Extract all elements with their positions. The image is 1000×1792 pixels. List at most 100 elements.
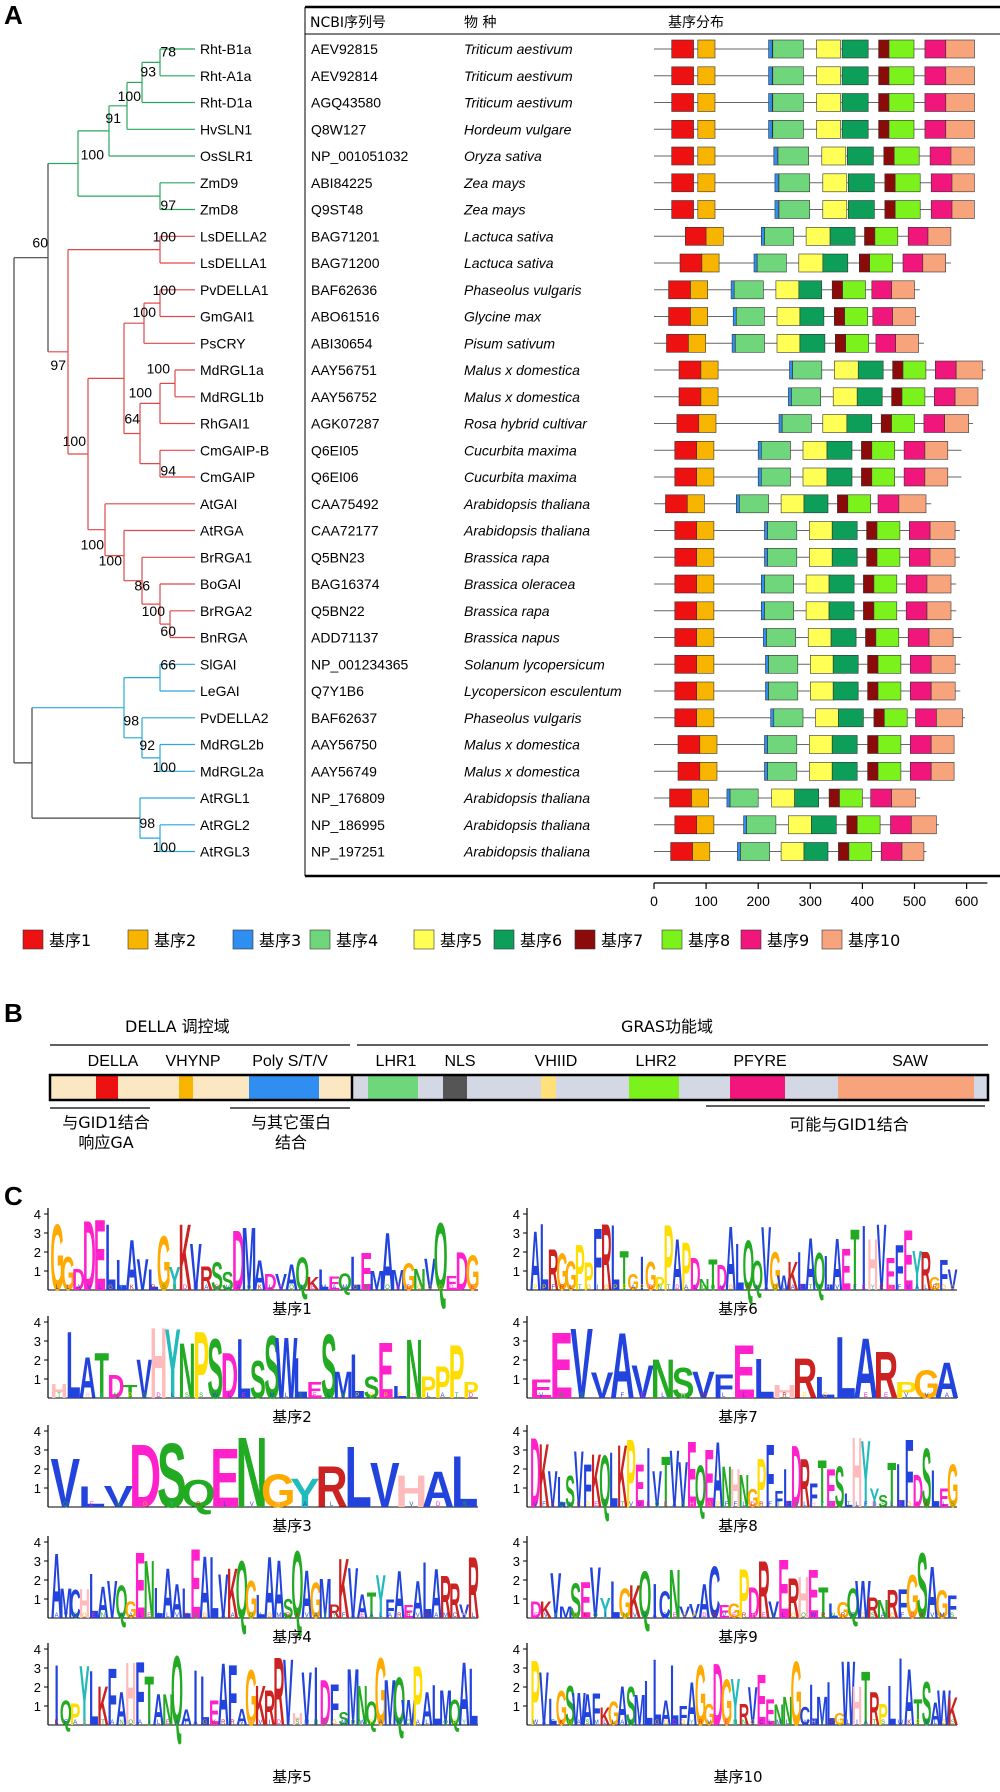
logo-letter: R: [921, 1242, 932, 1302]
logo-letter-minor: L: [269, 1285, 273, 1291]
logo-letter: V: [107, 1570, 117, 1630]
legend-label: 基序1: [49, 931, 91, 950]
motif-block-8: [876, 521, 901, 540]
logo-y-tick-label: 1: [513, 1592, 520, 1607]
logo-letter: K: [539, 1425, 549, 1527]
motif-block-10: [944, 414, 970, 433]
logo-letter: P: [626, 1419, 636, 1528]
logo-letter: V: [51, 1445, 81, 1522]
logo-letter-minor: V: [722, 1613, 726, 1619]
row-accession: NP_001051032: [311, 148, 409, 164]
legend-label: 基序8: [688, 931, 730, 950]
logo-letter: Q: [171, 1636, 183, 1748]
logo-letter-minor: I: [856, 1720, 858, 1726]
domain-vhynp: [179, 1075, 193, 1100]
domain-vhiid: [541, 1075, 556, 1100]
row-accession: ABI84225: [311, 175, 373, 191]
row-species: Brassica napus: [464, 630, 560, 646]
logo-letter: Y: [870, 1483, 880, 1513]
logo-letter: T: [661, 1442, 670, 1522]
logo-letter-minor: P: [369, 1720, 373, 1726]
logo-letter-minor: A: [314, 1613, 318, 1619]
motif-block-6: [799, 307, 825, 326]
bootstrap-value: 100: [63, 433, 87, 449]
domain-poly-stv: [249, 1075, 319, 1100]
motif-block-6: [803, 842, 829, 861]
row-protein-name: AtRGL1: [200, 790, 250, 806]
logo-letter-minor: F: [64, 1720, 68, 1726]
logo-y-tick-label: 2: [513, 1353, 520, 1368]
row-species: Phaseolus vulgaris: [464, 710, 582, 726]
logo-letter-minor: R: [698, 1720, 703, 1726]
motif-block-2: [690, 307, 709, 326]
logo-letter: L: [844, 1489, 853, 1512]
logo-letter-minor: V: [140, 1285, 144, 1291]
motif-block-4: [778, 173, 811, 193]
row-species: Lactuca sativa: [464, 228, 554, 244]
motif-block-8: [845, 333, 869, 353]
logo-letter-minor: N: [119, 1720, 123, 1726]
motif-block-1: [668, 307, 691, 326]
logo-letter: L: [236, 1323, 250, 1417]
logo-letter-minor: L: [425, 1720, 429, 1726]
domain-pfyre: [730, 1075, 785, 1100]
logo-letter-minor: G: [707, 1502, 712, 1508]
logo-letter-minor: A: [303, 1502, 307, 1508]
logo-letter: A: [582, 1685, 592, 1735]
motif-block-9: [908, 521, 931, 540]
logo-letter: D: [530, 1597, 542, 1624]
logo-letter-minor: A: [620, 1720, 624, 1726]
motif-block-10: [930, 735, 955, 754]
logo-y-tick-label: 2: [34, 1680, 41, 1695]
logo-letter-minor: V: [64, 1613, 68, 1619]
logo-letter: V: [104, 1480, 134, 1515]
logo-letter-minor: M: [776, 1720, 781, 1726]
logo-letter: A: [116, 1683, 127, 1735]
bootstrap-value: 100: [129, 384, 153, 400]
motif-block-9: [880, 842, 903, 861]
logo-letter-minor: V: [258, 1720, 262, 1726]
logo-letter-minor: E: [725, 1720, 729, 1726]
motif-block-5: [802, 467, 828, 487]
logo-letter-minor: K: [55, 1720, 59, 1726]
motif-block-5: [780, 494, 805, 514]
motif-block-9: [875, 333, 897, 353]
logo-letter-minor: S: [585, 1720, 589, 1726]
logo-letter-minor: V: [71, 1393, 75, 1399]
note-right: 可能与GID1结合: [789, 1115, 909, 1134]
logo-letter-minor: L: [66, 1285, 70, 1291]
logo-letter-minor: M: [321, 1285, 326, 1291]
row-accession: Q8W127: [311, 121, 366, 137]
motif-block-6: [831, 547, 858, 567]
motif-block-8: [888, 66, 915, 86]
motif-block-10: [929, 547, 956, 567]
logo-letter-minor: L: [722, 1393, 726, 1399]
logo-letter: V: [302, 1656, 312, 1742]
logo-letter-minor: K: [559, 1720, 563, 1726]
motif-block-7: [834, 333, 846, 353]
logo-letter-minor: L: [942, 1502, 946, 1508]
motif-block-6: [799, 333, 826, 353]
logo-letter: H: [772, 1381, 796, 1402]
logo-letter-minor: M: [397, 1720, 402, 1726]
logo-letter-minor: V: [375, 1285, 379, 1291]
domain-della: [96, 1075, 118, 1100]
logo-letter: G: [936, 1584, 949, 1627]
legend-swatch: [661, 929, 683, 950]
logo-y-tick-label: 3: [513, 1334, 520, 1349]
motif-block-9: [902, 253, 924, 273]
logo-letter: E: [808, 1555, 819, 1633]
motif-block-1: [674, 601, 697, 621]
motif-block-9: [908, 547, 931, 567]
logo-letter: Q: [115, 1576, 127, 1628]
row-species: Pisum sativum: [464, 335, 555, 351]
bootstrap-value: 92: [139, 737, 155, 753]
motif-block-9: [909, 654, 932, 674]
logo-letter: L: [754, 1347, 775, 1410]
logo-letter-minor: M: [443, 1613, 448, 1619]
motif-block-7: [867, 681, 879, 701]
motif-block-2: [692, 842, 711, 861]
logo-letter-minor: F: [342, 1613, 346, 1619]
